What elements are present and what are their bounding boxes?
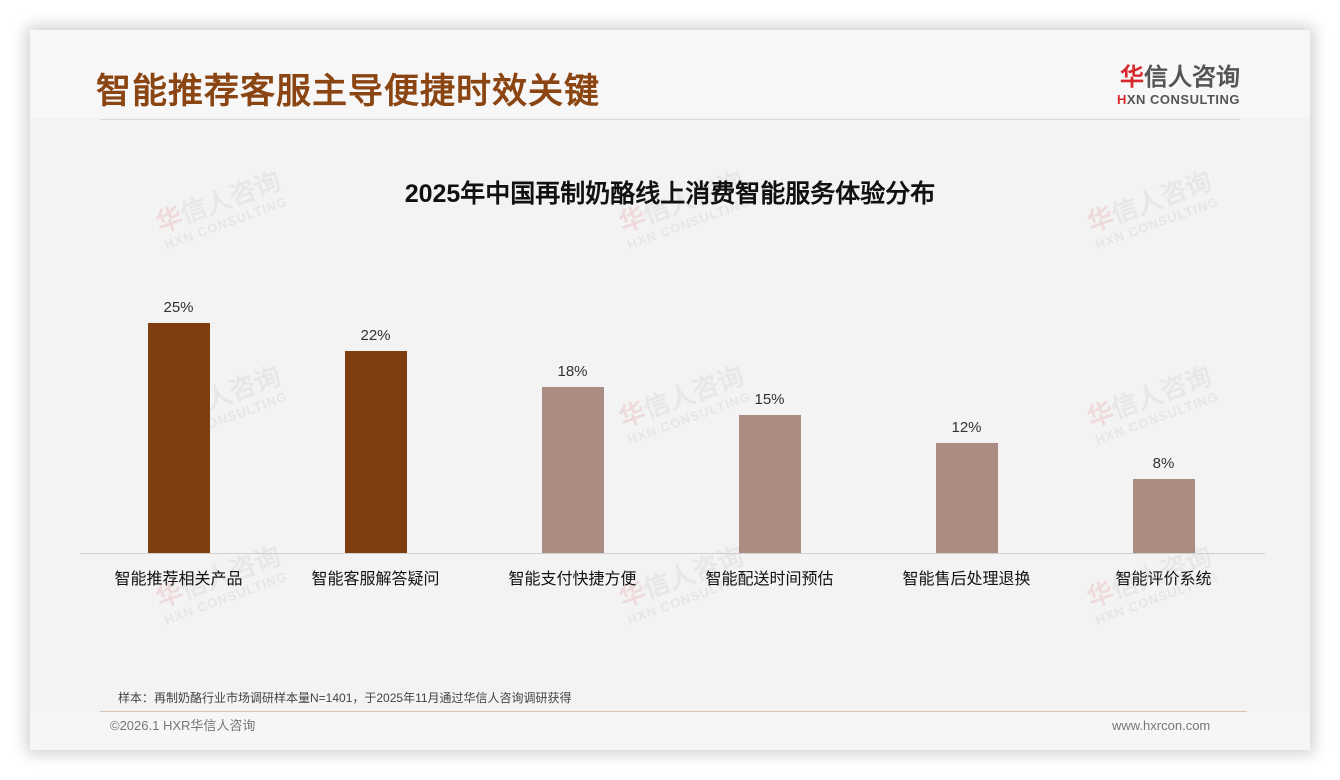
logo-cn: 华信人咨询	[1110, 64, 1240, 92]
header-band	[30, 30, 1310, 118]
bar	[542, 387, 604, 553]
bar-group: 15% 智能配送时间预估	[671, 260, 868, 600]
category-label: 智能客服解答疑问	[311, 571, 440, 588]
bar-chart: 25% 智能推荐相关产品 22% 智能客服解答疑问 18% 智能支付快捷方便 1…	[80, 260, 1265, 600]
copyright: ©2026.1 HXR华信人咨询	[110, 718, 256, 733]
sample-note: 样本：再制奶酪行业市场调研样本量N=1401，于2025年11月通过华信人咨询调…	[118, 691, 572, 705]
category-label: 智能评价系统	[1115, 571, 1212, 588]
bar-value-label: 25%	[163, 299, 194, 316]
bar-group: 25% 智能推荐相关产品	[80, 260, 277, 600]
bar-group: 18% 智能支付快捷方便	[474, 260, 671, 600]
page-title: 智能推荐客服主导便捷时效关键	[96, 72, 601, 111]
bar	[1133, 479, 1195, 553]
category-label: 智能配送时间预估	[705, 571, 834, 588]
website-link[interactable]: www.hxrcon.com	[1112, 718, 1211, 733]
logo-cn-accent: 华	[1120, 64, 1144, 91]
bar	[345, 350, 407, 553]
bar-group: 22% 智能客服解答疑问	[277, 260, 474, 600]
bar	[739, 415, 801, 553]
bar-group: 8% 智能评价系统	[1065, 260, 1262, 600]
footer-band	[30, 712, 1310, 750]
bar-value-label: 12%	[951, 418, 982, 436]
logo-en: HXN CONSULTING	[1110, 92, 1240, 108]
bar-value-label: 18%	[557, 363, 588, 381]
slide: 智能推荐客服主导便捷时效关键 华信人咨询 HXN CONSULTING 华信人咨…	[30, 30, 1310, 750]
category-label: 智能推荐相关产品	[114, 571, 243, 588]
bar	[936, 442, 998, 553]
logo-en-rest: XN CONSULTING	[1126, 92, 1240, 107]
logo-en-accent: H	[1116, 92, 1127, 107]
bar	[148, 323, 210, 553]
x-axis-baseline	[80, 553, 1265, 554]
footer-divider	[100, 711, 1247, 712]
chart-title: 2025年中国再制奶酪线上消费智能服务体验分布	[404, 180, 936, 208]
bar-group: 12% 智能售后处理退换	[868, 260, 1065, 600]
title-divider	[100, 119, 1240, 120]
bar-value-label: 22%	[360, 326, 391, 344]
bar-value-label: 15%	[754, 391, 785, 408]
category-label: 智能售后处理退换	[902, 571, 1031, 588]
bar-value-label: 8%	[1152, 455, 1175, 473]
logo-cn-rest: 信人咨询	[1144, 64, 1240, 91]
brand-logo: 华信人咨询 HXN CONSULTING	[1110, 64, 1240, 108]
category-label: 智能支付快捷方便	[508, 571, 637, 588]
